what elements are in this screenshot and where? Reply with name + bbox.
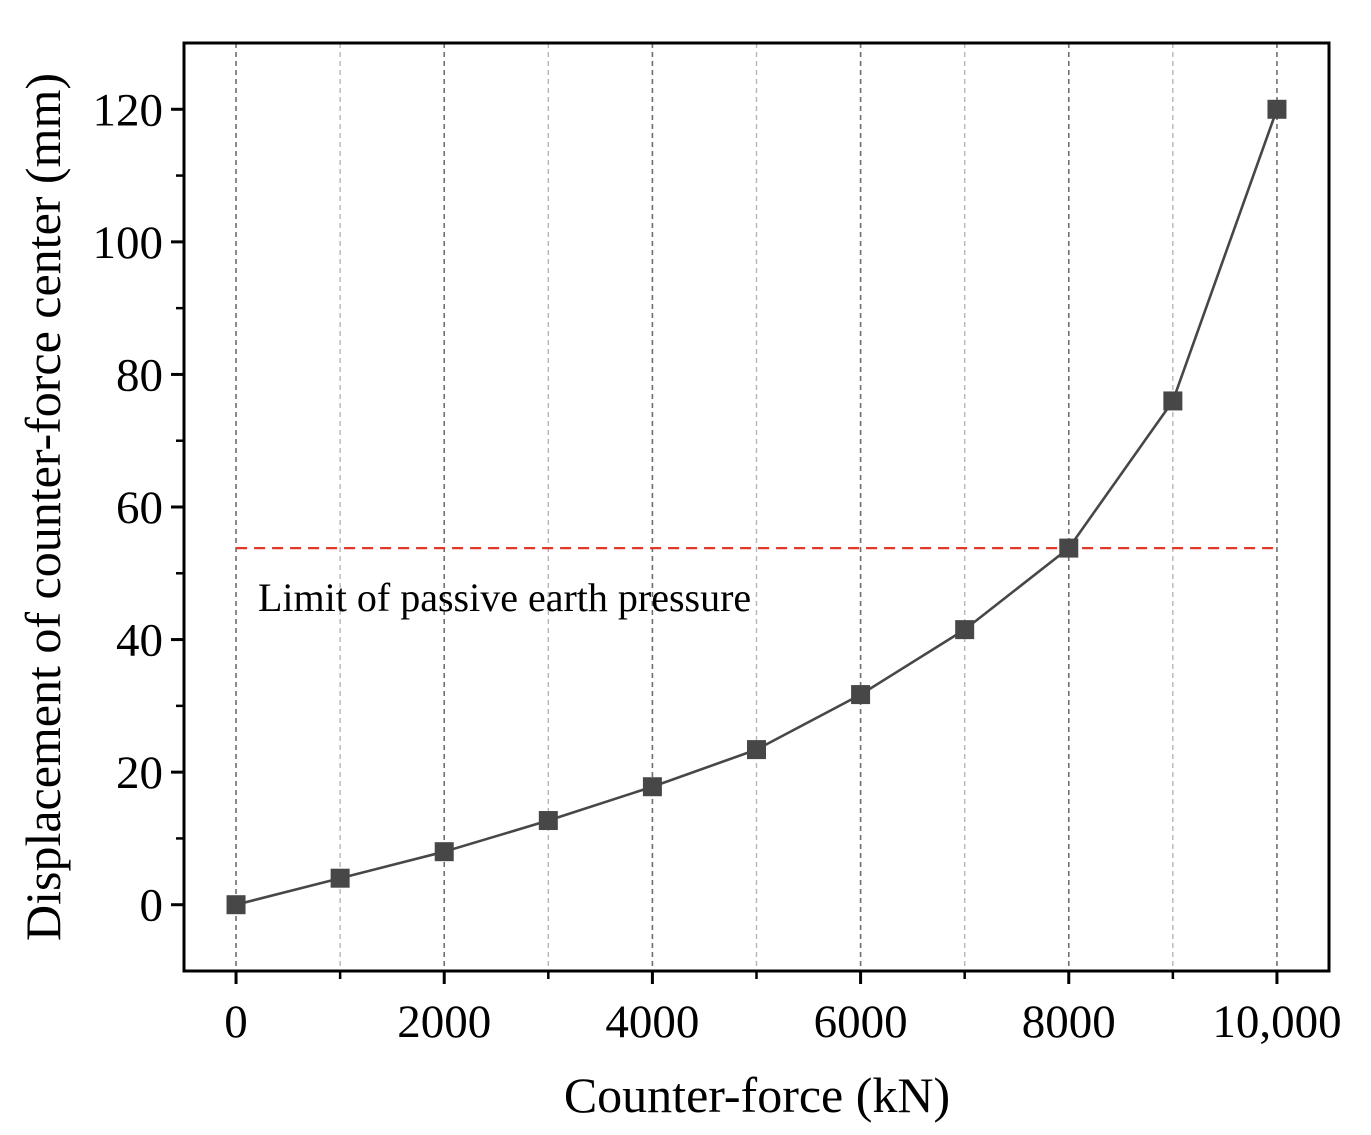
x-tick-labels: 0 2000 4000 6000 8000 10,000 <box>224 996 1341 1048</box>
data-point-marker <box>226 895 246 915</box>
reference-line-label: Limit of passive earth pressure <box>258 575 751 620</box>
x-tick-label: 0 <box>224 996 248 1048</box>
y-tick-label: 0 <box>140 880 164 932</box>
data-point-marker <box>538 811 558 831</box>
grid-lines <box>235 43 1278 971</box>
data-point-marker <box>955 620 975 640</box>
y-tick-label: 60 <box>116 482 163 534</box>
y-axis-title: Displacement of counter-force center (mm… <box>15 73 71 941</box>
x-tick-label: 10,000 <box>1212 996 1341 1048</box>
data-point-marker <box>747 740 766 760</box>
y-tick-label: 120 <box>93 84 164 136</box>
x-axis-title: Counter-force (kN) <box>564 1067 950 1123</box>
axis-ticks <box>171 107 1279 984</box>
series-group <box>226 99 1287 915</box>
x-tick-label: 4000 <box>605 996 699 1048</box>
x-tick-label: 8000 <box>1022 996 1116 1048</box>
x-tick-label: 6000 <box>814 996 908 1048</box>
data-point-marker <box>642 777 662 797</box>
data-point-marker <box>1059 538 1079 558</box>
y-tick-label: 40 <box>116 615 163 667</box>
data-point-marker <box>1267 99 1287 119</box>
y-tick-label: 20 <box>116 747 163 799</box>
data-point-marker <box>330 868 350 888</box>
y-tick-labels: 0 20 40 60 80 100 120 <box>93 84 164 931</box>
data-point-marker <box>434 842 454 862</box>
data-point-marker <box>1163 391 1183 411</box>
y-tick-label: 100 <box>93 217 164 269</box>
x-tick-label: 2000 <box>397 996 491 1048</box>
y-tick-label: 80 <box>116 349 163 401</box>
data-point-marker <box>851 685 871 705</box>
